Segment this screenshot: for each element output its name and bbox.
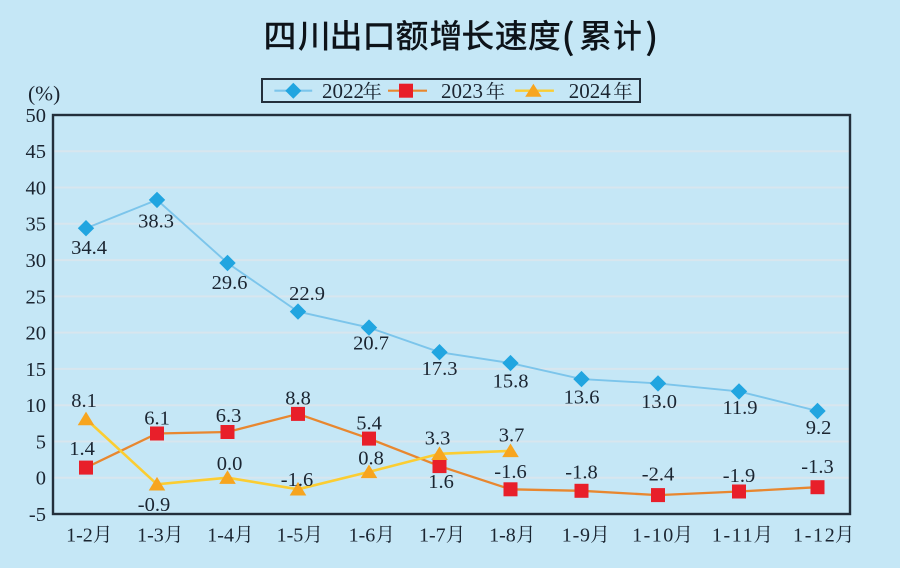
svg-text:1-11: 1-11 <box>712 524 754 546</box>
svg-text:8.8: 8.8 <box>285 388 311 410</box>
svg-text:35: 35 <box>26 214 47 236</box>
svg-text:1-5: 1-5 <box>277 524 304 546</box>
svg-text:0.0: 0.0 <box>217 453 243 475</box>
svg-text:-1.8: -1.8 <box>565 462 597 484</box>
svg-text:6.3: 6.3 <box>216 405 242 427</box>
svg-text:1-3: 1-3 <box>137 524 164 546</box>
svg-text:3.3: 3.3 <box>425 428 451 450</box>
svg-text:1-2: 1-2 <box>66 524 93 546</box>
svg-text:25: 25 <box>26 286 47 308</box>
svg-text:8.1: 8.1 <box>71 390 97 412</box>
svg-text:2022: 2022 <box>322 79 364 103</box>
svg-text:11.9: 11.9 <box>722 397 757 419</box>
svg-text:1-7: 1-7 <box>419 524 446 546</box>
svg-text:3.7: 3.7 <box>499 425 525 447</box>
svg-text:1-4: 1-4 <box>207 524 234 546</box>
svg-text:1-9: 1-9 <box>562 524 591 546</box>
svg-text:50: 50 <box>26 105 47 127</box>
svg-text:5: 5 <box>36 431 46 453</box>
svg-text:-1.3: -1.3 <box>801 456 833 478</box>
svg-text:-1.9: -1.9 <box>723 465 755 487</box>
svg-text:-5: -5 <box>29 504 46 526</box>
svg-text:10: 10 <box>26 395 47 417</box>
svg-text:1-10: 1-10 <box>632 524 675 546</box>
svg-text:9.2: 9.2 <box>806 417 832 439</box>
svg-text:13.0: 13.0 <box>641 391 677 413</box>
svg-text:-2.4: -2.4 <box>642 463 674 485</box>
svg-text:-0.9: -0.9 <box>138 494 170 516</box>
svg-text:15.8: 15.8 <box>493 370 529 392</box>
svg-text:2023: 2023 <box>441 79 483 103</box>
svg-text:1-12: 1-12 <box>793 524 836 546</box>
svg-text:20.7: 20.7 <box>353 332 389 354</box>
svg-text:1.4: 1.4 <box>69 438 95 460</box>
svg-text:38.3: 38.3 <box>138 211 174 233</box>
svg-text:(%): (%) <box>28 82 60 106</box>
svg-text:-1.6: -1.6 <box>281 469 313 491</box>
svg-text:1-6: 1-6 <box>349 524 376 546</box>
svg-text:6.1: 6.1 <box>144 407 170 429</box>
svg-text:5.4: 5.4 <box>356 412 382 434</box>
svg-text:34.4: 34.4 <box>71 237 107 259</box>
svg-text:22.9: 22.9 <box>289 283 325 305</box>
svg-text:1.6: 1.6 <box>428 471 454 493</box>
svg-text:45: 45 <box>26 141 47 163</box>
svg-text:0: 0 <box>36 468 46 490</box>
svg-text:-1.6: -1.6 <box>494 461 526 483</box>
svg-text:15: 15 <box>26 359 47 381</box>
svg-text:40: 40 <box>26 177 47 199</box>
svg-text:20: 20 <box>26 323 47 345</box>
svg-text:2024: 2024 <box>569 79 612 103</box>
svg-text:1-8: 1-8 <box>489 524 516 546</box>
svg-text:0.8: 0.8 <box>358 448 384 470</box>
svg-text:17.3: 17.3 <box>422 358 458 380</box>
svg-text:13.6: 13.6 <box>564 386 600 408</box>
svg-text:29.6: 29.6 <box>212 272 248 294</box>
svg-text:30: 30 <box>26 250 47 272</box>
